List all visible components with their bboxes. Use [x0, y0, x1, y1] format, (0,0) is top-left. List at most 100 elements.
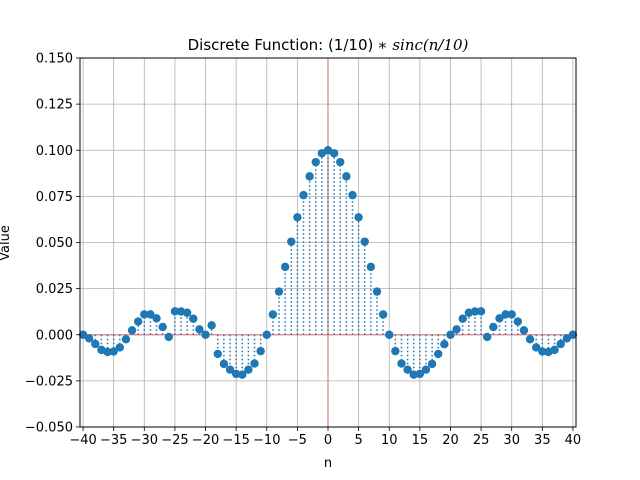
x-tick-label: 5	[354, 433, 362, 448]
data-point	[152, 314, 161, 323]
data-point	[182, 308, 192, 317]
x-tick-label: 0	[324, 433, 332, 448]
data-point	[415, 369, 425, 379]
data-point	[562, 334, 572, 343]
data-point	[164, 332, 173, 342]
data-point	[483, 332, 492, 342]
data-point	[219, 359, 229, 369]
data-point	[354, 213, 363, 222]
data-point	[109, 347, 118, 356]
x-tick-label: 10	[381, 433, 398, 448]
data-point	[299, 190, 308, 200]
x-tick-label: 20	[442, 433, 459, 448]
data-point	[391, 346, 400, 356]
data-point	[262, 330, 271, 339]
x-tick-label: 25	[473, 433, 490, 448]
data-point	[287, 237, 296, 246]
data-point	[146, 310, 155, 319]
data-point	[91, 339, 100, 349]
data-point	[250, 359, 259, 368]
data-point	[336, 157, 345, 167]
y-tick-label: 0.000	[36, 328, 73, 343]
data-point	[556, 339, 565, 349]
y-ticks: −0.050 −0.025 0.000 0.025 0.050 0.075 0.100 0.1…	[25, 52, 80, 436]
y-tick-label: 0.050	[36, 236, 73, 251]
data-point	[127, 326, 137, 335]
chart-title: Discrete Function: (1/10) ∗ sinc(n/10)	[188, 36, 469, 54]
data-point	[366, 262, 376, 272]
data-point	[78, 330, 88, 339]
x-tick-label: 40	[565, 433, 582, 448]
x-tick-label: −5	[288, 433, 307, 448]
data-point	[195, 325, 204, 334]
data-point	[133, 317, 143, 326]
data-point	[385, 330, 394, 339]
data-point	[409, 370, 418, 379]
x-tick-label: −25	[161, 433, 188, 448]
data-point	[476, 307, 486, 316]
data-points	[78, 146, 578, 379]
data-point	[489, 322, 498, 332]
data-point	[342, 172, 351, 181]
x-tick-label: −30	[131, 433, 158, 448]
data-point	[121, 335, 131, 344]
data-point	[244, 365, 253, 374]
data-point	[550, 345, 559, 355]
data-point	[519, 326, 529, 335]
data-point	[403, 365, 412, 374]
x-tick-label: 15	[412, 433, 429, 448]
data-point	[238, 370, 247, 379]
data-point	[84, 334, 94, 343]
data-point	[140, 310, 149, 319]
data-point	[207, 321, 216, 330]
data-point	[201, 330, 210, 339]
data-point	[231, 369, 241, 379]
y-tick-label: 0.025	[36, 282, 73, 297]
x-tick-label: −40	[69, 433, 96, 448]
data-point	[274, 287, 284, 296]
data-point	[311, 157, 320, 167]
y-tick-label: 0.125	[36, 98, 73, 113]
data-point	[568, 330, 578, 339]
x-ticks: −40 −35 −30 −25 −20 −15 −10 −5 0 5 10 15 20 25 30 35 40	[69, 427, 581, 448]
data-point	[360, 237, 369, 246]
y-tick-label: −0.025	[25, 374, 73, 389]
chart-title-plain: Discrete Function: (1/10)	[188, 36, 374, 54]
data-point	[427, 359, 437, 369]
data-point	[434, 349, 443, 359]
x-tick-label: −35	[100, 433, 127, 448]
data-point	[378, 310, 388, 319]
data-point	[495, 314, 504, 323]
data-point	[446, 330, 455, 339]
data-point	[507, 310, 516, 319]
data-point	[213, 349, 222, 359]
y-tick-label: 0.150	[36, 52, 73, 67]
data-point	[280, 262, 290, 272]
data-point	[158, 322, 167, 332]
x-tick-label: −20	[192, 433, 219, 448]
y-tick-label: 0.100	[36, 144, 73, 159]
x-axis-label: n	[324, 456, 332, 471]
data-point	[189, 314, 198, 323]
data-point	[452, 325, 461, 334]
chart-title-math: ∗ sinc(n/10)	[377, 36, 468, 54]
x-tick-label: −10	[253, 433, 280, 448]
data-point	[103, 347, 112, 357]
data-point	[372, 287, 382, 296]
x-tick-label: −15	[222, 433, 249, 448]
data-point	[293, 213, 302, 222]
data-point	[115, 343, 125, 352]
y-tick-label: 0.075	[36, 190, 73, 205]
data-point	[256, 346, 265, 356]
data-point	[305, 172, 314, 181]
y-tick-label: −0.050	[25, 421, 73, 436]
data-point	[397, 359, 406, 368]
x-tick-label: 30	[503, 433, 520, 448]
data-point	[531, 343, 541, 352]
data-point	[421, 365, 431, 374]
data-point	[470, 307, 480, 316]
data-point	[501, 310, 510, 319]
data-point	[225, 365, 235, 374]
